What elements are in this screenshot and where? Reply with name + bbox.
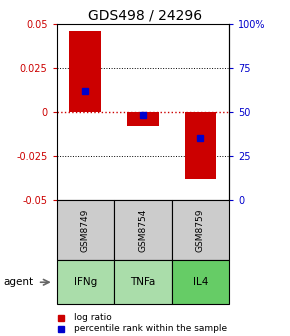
Text: IL4: IL4 (193, 277, 208, 287)
Bar (70, 31, 101, 112)
Text: GDS498 / 24296: GDS498 / 24296 (88, 8, 202, 22)
Text: GSM8749: GSM8749 (81, 208, 90, 252)
Text: log ratio: log ratio (74, 313, 112, 322)
Bar (184, 112, 216, 179)
Bar (127, 112, 159, 126)
Text: agent: agent (3, 277, 33, 287)
Text: GSM8754: GSM8754 (138, 208, 147, 252)
Text: IFNg: IFNg (74, 277, 97, 287)
Text: GSM8759: GSM8759 (196, 208, 205, 252)
Text: TNFa: TNFa (130, 277, 155, 287)
Text: percentile rank within the sample: percentile rank within the sample (74, 324, 227, 333)
